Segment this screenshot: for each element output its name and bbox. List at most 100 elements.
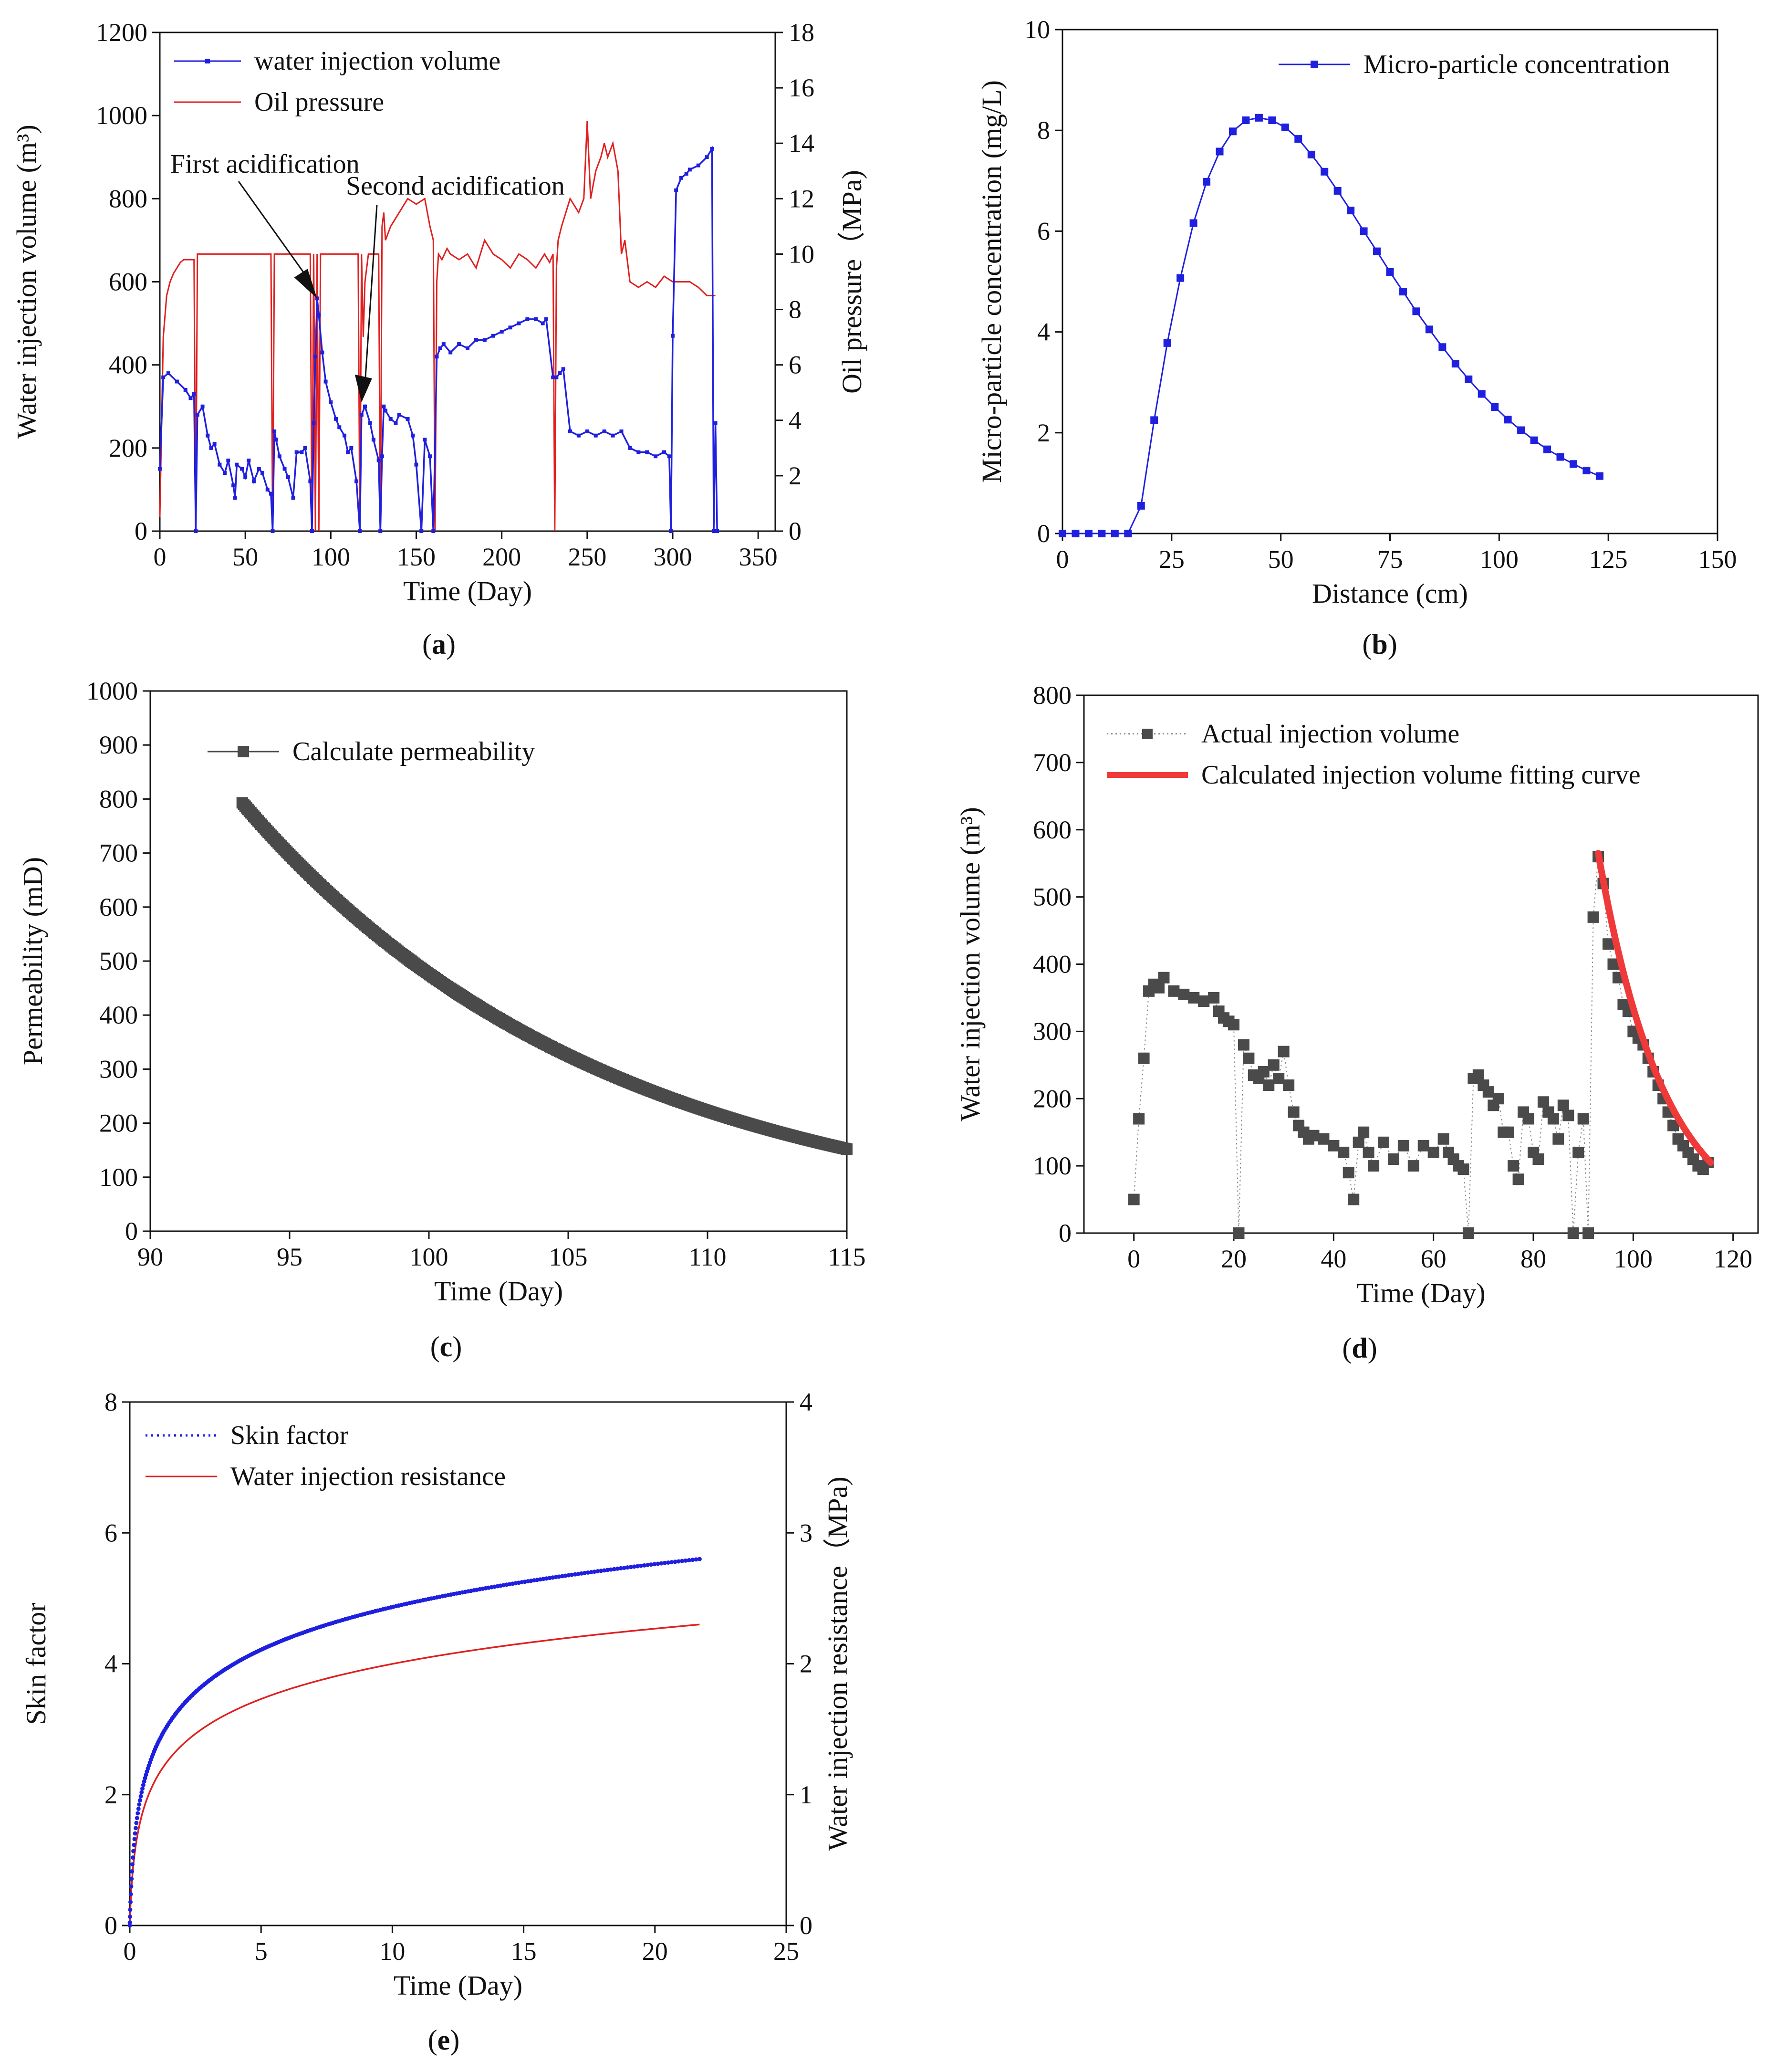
data-point (346, 450, 350, 454)
chart-panel-b: 0 25 50 75 100 125 150 0 2 4 6 8 10 Distance (cm) Micr… (976, 15, 1737, 660)
y-tick-label: 700 (1033, 748, 1072, 777)
y-tick-label: 0 (104, 1911, 117, 1940)
series-line-oil-pressure (159, 121, 716, 532)
data-point (137, 1802, 142, 1807)
data-point (1153, 982, 1165, 994)
data-point (378, 529, 383, 533)
data-point (132, 1837, 137, 1842)
data-point (1438, 343, 1447, 351)
data-point (697, 1557, 702, 1561)
y-tick-label: 100 (99, 1163, 138, 1192)
data-point (1397, 1140, 1409, 1151)
data-point (343, 433, 346, 438)
x-axis-label: Time (Day) (394, 1970, 522, 2001)
data-point (1281, 123, 1289, 131)
y-tick-label: 1000 (96, 101, 147, 130)
panel-caption: (e) (428, 2024, 460, 2056)
data-point (200, 404, 205, 408)
x-tick-label: 0 (124, 1937, 136, 1966)
data-point (674, 188, 678, 192)
data-point (638, 1563, 643, 1568)
y-tick-label: 600 (1033, 816, 1072, 844)
data-point (585, 429, 589, 433)
data-point (127, 1923, 132, 1928)
data-point (247, 458, 251, 462)
data-point (1522, 1113, 1534, 1125)
data-point (127, 1920, 132, 1925)
data-point (715, 529, 719, 533)
data-point (605, 1568, 610, 1572)
data-point (457, 342, 461, 346)
data-point (235, 462, 239, 467)
y-tick-label: 800 (99, 785, 138, 813)
data-point (212, 442, 217, 446)
data-point (705, 155, 709, 159)
legend-marker (205, 59, 210, 63)
data-point (710, 147, 714, 151)
data-point (1582, 1227, 1594, 1239)
caption-paren: ( (430, 1331, 440, 1362)
y-tick-label: 1200 (96, 18, 147, 47)
caption-paren: ) (1388, 628, 1397, 660)
legend-label: Actual injection volume (1201, 719, 1459, 749)
data-point (134, 1826, 138, 1831)
data-point (654, 454, 658, 459)
data-point (269, 492, 273, 496)
data-point (1417, 1140, 1429, 1151)
chart-panel-d: 0 20 40 60 80 100 120 0 100 200 300 400 500 600 700 800… (955, 681, 1759, 1364)
data-point (1595, 472, 1603, 480)
x-tick-label: 0 (1127, 1245, 1140, 1273)
data-point (563, 1573, 568, 1578)
data-point (209, 446, 213, 450)
y2-tick-label: 3 (800, 1518, 812, 1547)
data-point (303, 446, 307, 450)
y-axis-label: Permeability (mD) (17, 857, 48, 1066)
x-tick-label: 125 (1589, 545, 1628, 574)
data-point (1098, 530, 1106, 537)
x-tick-label: 60 (1421, 1245, 1447, 1273)
series-line-actual (1133, 856, 1709, 1234)
data-point (541, 321, 545, 325)
data-point (680, 1559, 685, 1563)
data-point (1208, 992, 1220, 1004)
data-point (1360, 227, 1368, 235)
y2-tick-label: 0 (800, 1911, 812, 1940)
data-point (554, 375, 559, 379)
data-point (1530, 436, 1538, 444)
y2-axis-label: Oil pressure（MPa) (836, 170, 867, 394)
y-tick-label: 500 (1033, 883, 1072, 911)
data-point (1368, 1160, 1380, 1172)
data-point (669, 1560, 674, 1565)
data-point (397, 413, 401, 417)
legend-marker (1311, 61, 1318, 68)
data-point (1478, 390, 1486, 398)
data-point (1189, 219, 1197, 227)
data-point (1333, 187, 1342, 195)
data-point (1562, 1109, 1574, 1121)
data-point (130, 1862, 135, 1867)
data-point (517, 321, 521, 325)
data-point (419, 529, 424, 533)
x-axis-label: Time (Day) (434, 1276, 563, 1307)
data-point (1557, 1099, 1569, 1111)
data-point (557, 1574, 562, 1579)
data-point (128, 1907, 133, 1912)
data-point (583, 1570, 587, 1575)
data-point (133, 1831, 137, 1836)
data-point (1278, 1046, 1290, 1057)
data-point (313, 355, 318, 359)
data-point (1158, 972, 1170, 984)
y-tick-label: 100 (1033, 1151, 1072, 1180)
y-tick-label: 2 (104, 1780, 117, 1809)
data-point (1338, 1146, 1350, 1158)
data-point (1238, 1039, 1249, 1051)
series-line-water-injection (159, 146, 718, 532)
data-point (544, 1576, 549, 1581)
data-point (687, 167, 692, 172)
data-point (560, 1574, 565, 1579)
panel-caption: (b) (1362, 628, 1397, 660)
data-point (137, 1798, 142, 1803)
x-tick-label: 5 (255, 1937, 268, 1966)
data-point (1556, 453, 1564, 461)
data-point (406, 417, 410, 421)
